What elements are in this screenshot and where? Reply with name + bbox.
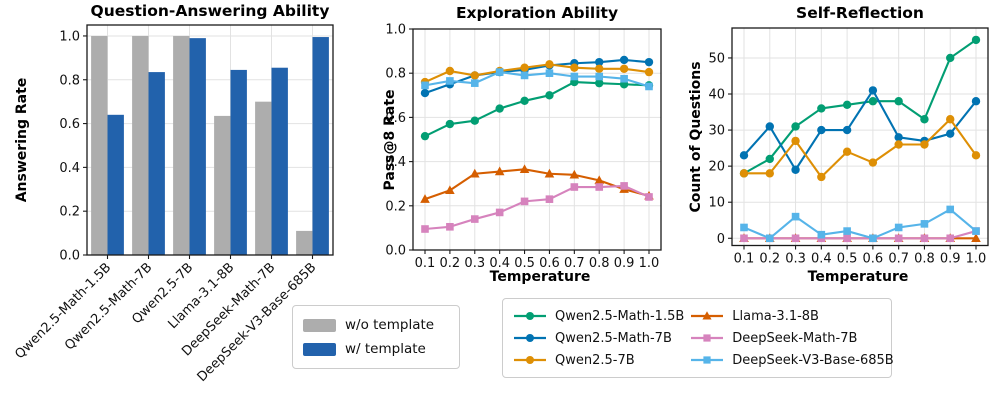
svg-text:0.3: 0.3 [464,256,485,271]
svg-text:0.6: 0.6 [59,117,80,132]
self-reflection-xlabel: Temperature [807,269,909,285]
line-chart-self-reflection: 0 10 20 30 40 50 0.1 0.2 0.3 0.4 0.5 0.6 0.7 0.8 0.9 1.… [708,27,989,267]
bar-chart-ylabel: Answering Rate [14,77,30,203]
svg-text:10: 10 [708,196,725,211]
svg-text:0.2: 0.2 [440,256,461,271]
legend-item-deepseek-v3-base-685b: DeepSeek-V3-Base-685B [690,350,894,370]
svg-text:0.5: 0.5 [514,256,535,271]
legend-item-qwen25-7b: Qwen2.5-7B [513,350,684,370]
svg-text:0.0: 0.0 [385,244,406,259]
svg-text:1.0: 1.0 [59,29,80,44]
legend-item-deepseek-math-7b: DeepSeek-Math-7B [690,328,893,348]
svg-text:0.1: 0.1 [415,256,436,271]
svg-text:0.9: 0.9 [940,252,961,267]
svg-text:0.2: 0.2 [759,252,780,267]
pink-square-line-icon [691,334,724,342]
svg-text:0.8: 0.8 [589,256,610,271]
self-reflection-ylabel: Count of Questions [688,61,704,213]
blue-circle-line-icon [514,334,546,342]
svg-text:1.0: 1.0 [639,256,660,271]
svg-text:0.0: 0.0 [59,249,80,264]
svg-text:40: 40 [708,88,725,103]
legend-item-w-template: w/ template [303,341,449,357]
svg-text:0.1: 0.1 [734,252,755,267]
bar-chart-question-answering: 0.00.20.40.60.81.0Qwen2.5-Math-1.5BQwen2… [12,24,334,385]
svg-text:0.4: 0.4 [59,161,80,176]
svg-text:1.0: 1.0 [966,252,987,267]
svg-text:20: 20 [708,160,725,175]
legend-label: DeepSeek-Math-7B [732,330,858,346]
orange-circle-line-icon [514,356,546,364]
svg-text:0.8: 0.8 [914,252,935,267]
svg-text:0.7: 0.7 [564,256,585,271]
svg-text:0.4: 0.4 [811,252,832,267]
svg-text:0.6: 0.6 [385,111,406,126]
legend-label: w/o template [345,317,435,333]
svg-text:0.5: 0.5 [837,252,858,267]
legend-label: DeepSeek-V3-Base-685B [732,352,894,368]
legend-item-llama-31-8b: Llama-3.1-8B [690,306,893,326]
lightblue-square-line-icon [691,356,724,364]
legend-item-qwen25-math-15b: Qwen2.5-Math-1.5B [513,306,684,326]
svg-text:0.4: 0.4 [385,155,406,170]
svg-text:0.4: 0.4 [489,256,510,271]
legend-item-wo-template: w/o template [303,317,449,333]
svg-text:0.8: 0.8 [59,73,80,88]
svg-text:0.9: 0.9 [614,256,635,271]
svg-text:0.6: 0.6 [539,256,560,271]
svg-text:0.3: 0.3 [785,252,806,267]
bar-chart-title: Question-Answering Ability [90,2,330,20]
self-reflection-chart-title: Self-Reflection [796,4,924,22]
gray-swatch-icon [303,318,336,332]
svg-text:1.0: 1.0 [385,23,406,38]
svg-text:0.2: 0.2 [59,205,80,220]
legend-label: Qwen2.5-7B [555,352,635,368]
svg-text:0.8: 0.8 [385,67,406,82]
blue-swatch-icon [303,342,336,356]
legend-label: w/ template [345,341,426,357]
legend-label: Qwen2.5-Math-7B [555,330,672,346]
svg-text:30: 30 [708,124,725,139]
green-circle-line-icon [514,312,546,320]
svg-text:0.6: 0.6 [863,252,884,267]
exploration-ylabel: Pass@8 Rate [382,89,398,191]
svg-text:0.7: 0.7 [888,252,909,267]
svg-text:0: 0 [717,232,725,247]
svg-text:0.2: 0.2 [385,199,406,214]
legend-label: Qwen2.5-Math-1.5B [555,308,685,324]
legend-item-qwen25-math-7b: Qwen2.5-Math-7B [513,328,684,348]
svg-text:50: 50 [708,51,725,66]
vermillion-triangle-line-icon [691,311,724,320]
exploration-xlabel: Temperature [489,269,591,285]
bar-chart-legend: w/o template w/ template [292,305,460,369]
line-chart-exploration: 0.00.20.40.60.81.00.1 0.2 0.3 0.4 0.5 0.6 0.7 0… [385,23,662,271]
exploration-chart-title: Exploration Ability [455,4,619,22]
legend-label: Llama-3.1-8B [732,308,819,324]
line-charts-legend: Qwen2.5-Math-1.5B Qwen2.5-Math-7B Qwen2.… [502,298,894,378]
